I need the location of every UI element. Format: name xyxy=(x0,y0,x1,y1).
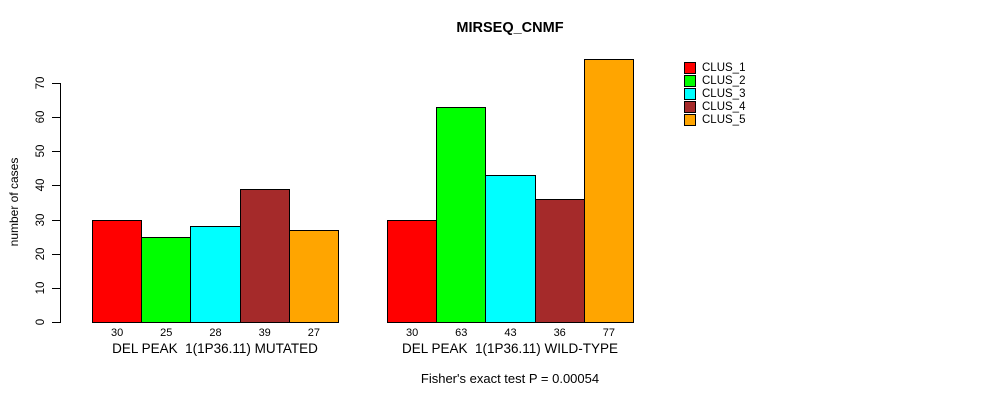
y-axis-tick-label: 0 xyxy=(35,318,47,326)
legend-label: CLUS_1 xyxy=(702,61,746,74)
legend-swatch-clus_2 xyxy=(684,74,696,87)
bar-clus_4-group1 xyxy=(239,188,290,323)
y-axis-tick xyxy=(52,117,60,119)
bar-clus_3-group1 xyxy=(190,226,241,323)
bar-value-label: 77 xyxy=(602,327,616,339)
y-axis-tick xyxy=(52,219,60,221)
group-label-wild-type: DEL PEAK 1(1P36.11) WILD-TYPE xyxy=(401,341,619,356)
group-label-mutated: DEL PEAK 1(1P36.11) MUTATED xyxy=(112,341,318,356)
y-axis-tick-label: 10 xyxy=(35,281,47,295)
legend-item-clus_1: CLUS_1 xyxy=(684,61,745,74)
y-axis-tick-label: 20 xyxy=(35,247,47,261)
y-axis-tick xyxy=(52,83,60,84)
legend-label: CLUS_2 xyxy=(702,74,746,87)
bar-clus_1-group2 xyxy=(387,219,438,323)
y-axis-tick xyxy=(52,253,60,255)
y-axis-title: number of cases xyxy=(7,157,21,247)
chart-title: MIRSEQ_CNMF xyxy=(456,20,564,36)
legend-swatch-clus_4 xyxy=(684,100,696,113)
y-axis-tick xyxy=(52,287,60,289)
bar-clus_2-group1 xyxy=(141,236,192,323)
y-axis-tick-label: 60 xyxy=(35,110,47,124)
bar-value-label: 28 xyxy=(209,327,222,339)
bar-clus_5-group1 xyxy=(288,229,339,323)
y-axis-tick-label: 40 xyxy=(35,179,47,192)
y-axis-tick-label: 70 xyxy=(35,76,47,90)
bar-value-label: 39 xyxy=(258,327,271,339)
y-axis-tick xyxy=(52,185,60,187)
legend-label: CLUS_4 xyxy=(702,100,746,113)
bar-clus_4-group2 xyxy=(534,199,585,323)
legend-label: CLUS_5 xyxy=(702,113,746,126)
legend-item-clus_2: CLUS_2 xyxy=(684,74,745,87)
bar-value-label: 63 xyxy=(455,327,468,339)
bar-clus_3-group2 xyxy=(485,175,536,323)
legend-swatch-clus_3 xyxy=(684,87,696,100)
legend-swatch-clus_1 xyxy=(684,61,696,74)
y-axis-tick-label: 50 xyxy=(35,144,47,158)
fisher-test-caption: Fisher's exact test P = 0.00054 xyxy=(420,371,600,386)
bar-value-label: 30 xyxy=(405,327,419,339)
y-axis-line xyxy=(60,83,61,323)
y-axis-tick xyxy=(52,151,60,153)
bar-value-label: 25 xyxy=(160,327,173,339)
legend: CLUS_1 CLUS_2 CLUS_3 CLUS_4 CLUS_5 xyxy=(684,61,745,126)
bar-clus_5-group2 xyxy=(583,59,634,323)
legend-label: CLUS_3 xyxy=(702,87,746,100)
legend-item-clus_5: CLUS_5 xyxy=(684,113,745,126)
bar-value-label: 27 xyxy=(307,327,321,339)
legend-item-clus_3: CLUS_3 xyxy=(684,87,745,100)
legend-item-clus_4: CLUS_4 xyxy=(684,100,745,113)
y-axis-tick xyxy=(52,322,60,323)
bar-value-label: 30 xyxy=(110,327,124,339)
y-axis-tick-label: 30 xyxy=(35,213,47,226)
bar-value-label: 43 xyxy=(504,327,517,339)
bar-clus_1-group1 xyxy=(92,219,143,323)
bar-value-label: 36 xyxy=(553,327,566,339)
legend-swatch-clus_5 xyxy=(684,113,696,126)
bar-clus_2-group2 xyxy=(436,106,487,323)
